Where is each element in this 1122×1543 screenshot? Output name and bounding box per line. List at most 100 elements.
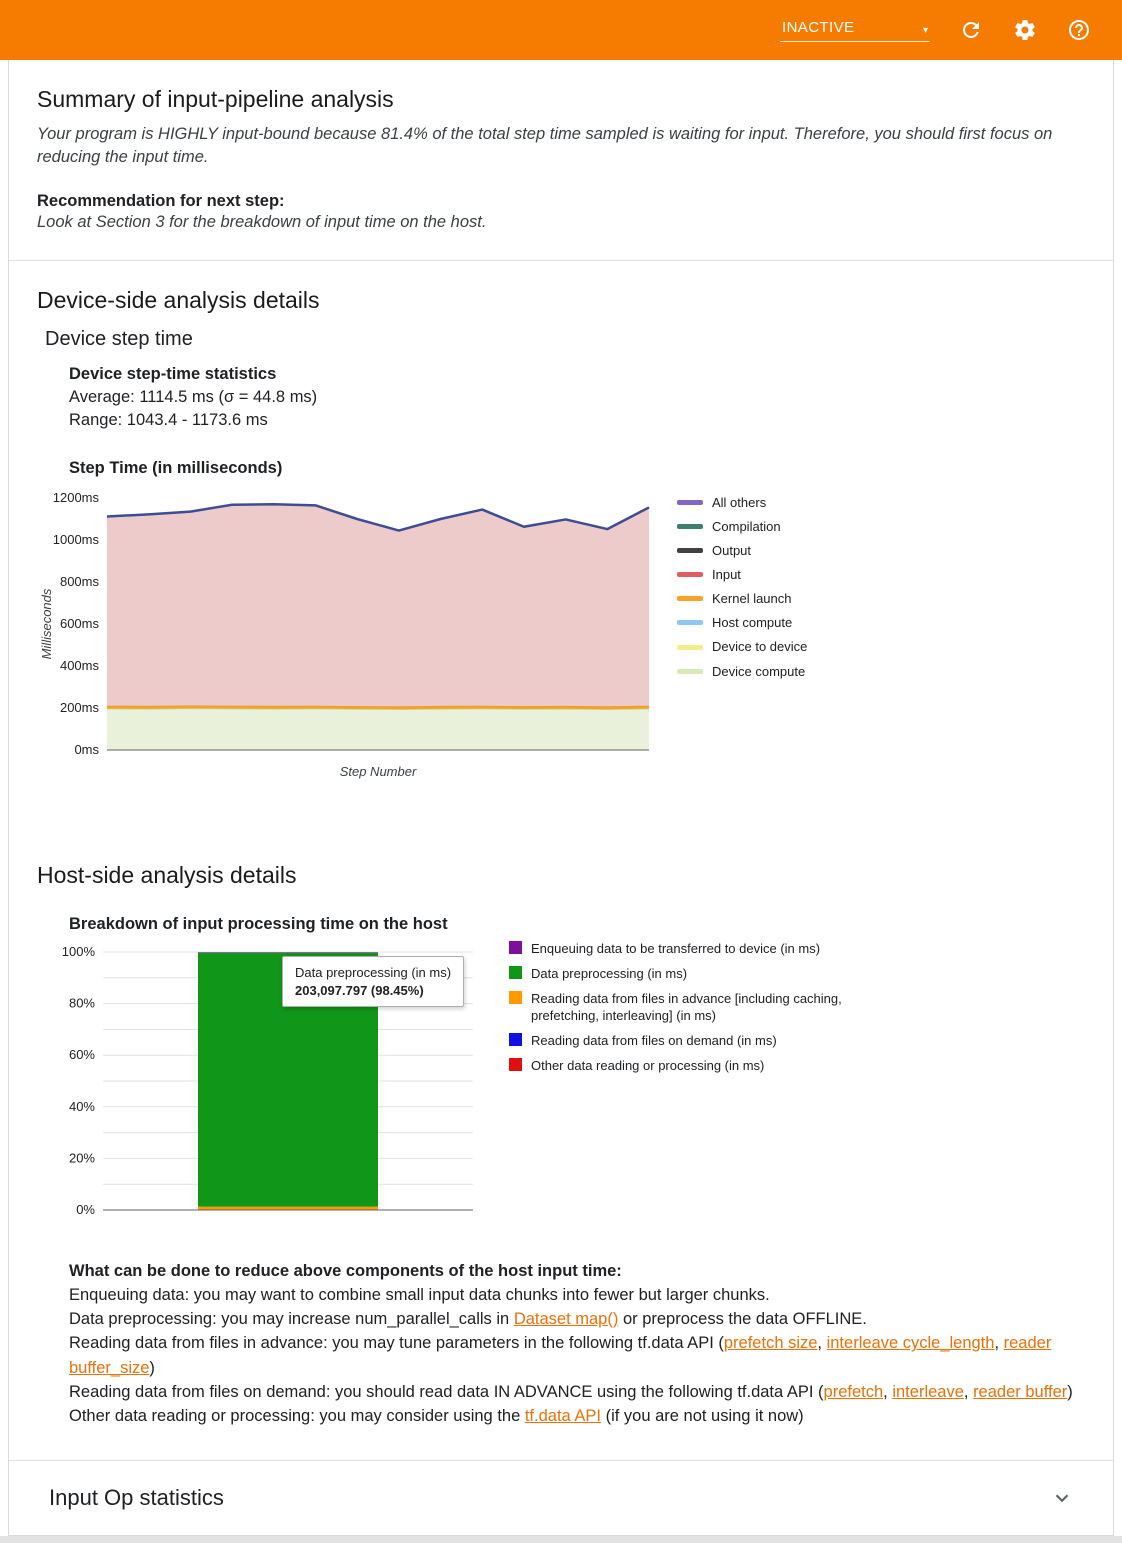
advice-list: Enqueuing data: you may want to combine … [69,1283,1085,1429]
advice-link[interactable]: tf.data API [524,1407,601,1426]
advice-text: , [883,1382,893,1401]
advice-text: , [994,1334,1004,1353]
legend-label: Enqueuing data to be transferred to devi… [531,940,821,956]
recommendation-text: Look at Section 3 for the breakdown of i… [37,212,487,231]
host-chart-legend: Enqueuing data to be transferred to devi… [509,940,854,1075]
svg-text:100%: 100% [62,944,96,959]
host-chart-wrap: 0% 20% 40% 60% 80% 100% Data preprocessing (i… [45,938,495,1243]
legend-label: Other data reading or processing (in ms) [531,1058,765,1074]
legend-item: Input [677,566,807,583]
legend-swatch [509,940,522,954]
refresh-button[interactable] [958,17,984,43]
device-analysis-section: Device-side analysis details Device step… [9,260,1113,835]
advice-text: , [817,1334,827,1353]
svg-text:80%: 80% [69,995,95,1010]
svg-text:200ms: 200ms [60,700,100,715]
device-step-time-chart: 0ms 200ms 400ms 600ms 800ms 1000ms 1200ms Step … [39,490,650,779]
expand-section-button[interactable] [1051,1487,1073,1509]
advice-link[interactable]: interleave [892,1382,964,1401]
legend-swatch [509,965,522,979]
host-analysis-section: Host-side analysis details Breakdown of … [9,836,1113,1461]
device-chart-row: 0ms 200ms 400ms 600ms 800ms 1000ms 1200ms Step … [37,482,1085,782]
svg-text:800ms: 800ms [60,574,100,589]
advice-line: Reading data from files on demand: you s… [69,1380,1085,1404]
legend-swatch [509,1058,522,1072]
legend-label: Kernel launch [712,591,792,607]
device-chart-title: Step Time (in milliseconds) [69,458,283,477]
svg-text:Milliseconds: Milliseconds [39,588,54,659]
legend-swatch [677,668,703,674]
input-op-title: Input Op statistics [49,1485,224,1511]
advice-block: What can be done to reduce above compone… [69,1259,1085,1429]
legend-item: Enqueuing data to be transferred to devi… [509,940,854,957]
svg-text:1200ms: 1200ms [53,490,100,505]
recommendation-label: Recommendation for next step: [37,191,285,210]
legend-label: Output [712,542,752,558]
refresh-icon [963,22,979,38]
advice-text: (if you are not using it now) [600,1407,804,1426]
svg-text:1000ms: 1000ms [53,532,100,547]
legend-label: Input [712,567,741,583]
legend-item: Device to device [677,638,807,655]
settings-button[interactable] [1012,17,1038,43]
advice-link[interactable]: prefetch [823,1382,884,1401]
legend-item: Reading data from files in advance [incl… [509,990,854,1024]
legend-swatch [677,572,703,578]
advice-link[interactable]: reader buffer_size [69,1334,1052,1377]
advice-line: Data preprocessing: you may increase num… [69,1307,1085,1331]
svg-text:600ms: 600ms [60,616,100,631]
advice-link[interactable]: Dataset map() [513,1310,619,1329]
advice-link[interactable]: interleave cycle_length [826,1334,995,1353]
legend-item: Kernel launch [677,590,807,607]
legend-item: Host compute [677,614,807,631]
advice-text: ) [1067,1382,1073,1401]
chevron-down-icon [1055,1494,1069,1503]
legend-item: All others [677,494,807,511]
host-chart-row: 0% 20% 40% 60% 80% 100% Data preprocessing (i… [37,938,1085,1243]
svg-text:0%: 0% [76,1202,95,1217]
svg-text:400ms: 400ms [60,658,100,673]
device-section-title: Device-side analysis details [37,287,320,314]
stats-average: Average: 1114.5 ms (σ = 44.8 ms) [69,388,318,407]
legend-item: Other data reading or processing (in ms) [509,1057,854,1074]
advice-link[interactable]: reader buffer [973,1382,1068,1401]
advice-text: Reading data from files in advance: you … [69,1334,724,1353]
settings-icon [1015,20,1035,40]
summary-section: Summary of input-pipeline analysis Your … [9,60,1113,260]
capture-status-dropdown[interactable]: INACTIVE ▾ [780,19,930,42]
help-icon [1069,20,1089,40]
svg-text:20%: 20% [69,1150,95,1165]
legend-swatch [509,990,522,1004]
svg-text:0ms: 0ms [74,742,99,757]
tooltip-title: Data preprocessing (in ms) [295,964,452,980]
advice-text: Data preprocessing: you may increase num… [69,1310,514,1329]
legend-label: Reading data from files in advance [incl… [531,990,842,1024]
legend-item: Data preprocessing (in ms) [509,965,854,982]
advice-text: or preprocess the data OFFLINE. [618,1310,867,1329]
toolbar: INACTIVE ▾ [0,0,1122,60]
legend-item: Output [677,542,807,559]
input-op-section[interactable]: Input Op statistics [9,1460,1113,1535]
legend-swatch [677,644,703,650]
summary-title: Summary of input-pipeline analysis [37,86,394,112]
help-button[interactable] [1066,17,1092,43]
legend-swatch [677,499,703,505]
content-card: Summary of input-pipeline analysis Your … [8,60,1114,1537]
legend-swatch [677,523,703,529]
advice-line: Other data reading or processing: you ma… [69,1404,1085,1428]
summary-body: Your program is HIGHLY input-bound becau… [37,125,1053,167]
advice-text: Other data reading or processing: you ma… [69,1407,525,1426]
device-step-time-title: Device step time [45,328,193,351]
page-footer-strip [0,1536,1122,1543]
advice-line: Reading data from files in advance: you … [69,1331,1085,1380]
legend-swatch [677,620,703,626]
svg-text:40%: 40% [69,1098,95,1113]
advice-text: Reading data from files on demand: you s… [69,1382,824,1401]
status-label: INACTIVE [782,18,855,36]
advice-link[interactable]: prefetch size [723,1334,818,1353]
device-step-stats: Device step-time statistics Average: 111… [69,363,1085,432]
dropdown-caret-icon: ▾ [922,24,928,36]
legend-label: Compilation [712,518,781,534]
advice-text: Enqueuing data: you may want to combine … [69,1285,770,1304]
